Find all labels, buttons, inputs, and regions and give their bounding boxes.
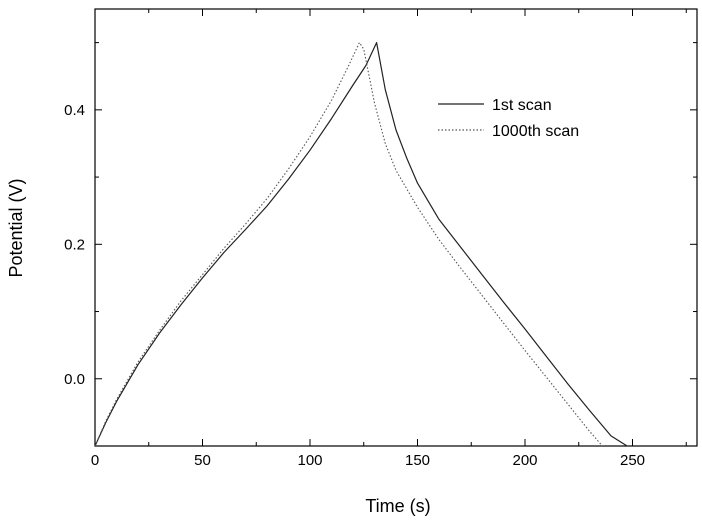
legend-label: 1000th scan <box>492 123 579 140</box>
x-tick-label: 200 <box>512 452 537 469</box>
series-line <box>95 43 635 450</box>
legend-label: 1st scan <box>492 97 552 114</box>
y-tick-label: 0.2 <box>64 236 85 253</box>
plot-frame <box>95 9 697 446</box>
x-tick-label: 0 <box>91 452 99 469</box>
x-tick-label: 50 <box>194 452 211 469</box>
legend: 1st scan 1000th scan <box>438 97 579 140</box>
series-lines <box>95 43 635 450</box>
y-axis-title: Potential (V) <box>6 178 26 277</box>
x-tick-label: 100 <box>297 452 322 469</box>
axis-ticks: 0 50 100 150 200 250 0.0 0.2 0.4 <box>64 9 697 469</box>
y-tick-label: 0.0 <box>64 371 85 388</box>
y-tick-label: 0.4 <box>64 102 85 119</box>
x-tick-label: 150 <box>405 452 430 469</box>
x-tick-label: 250 <box>620 452 645 469</box>
x-axis-title: Time (s) <box>365 496 430 516</box>
